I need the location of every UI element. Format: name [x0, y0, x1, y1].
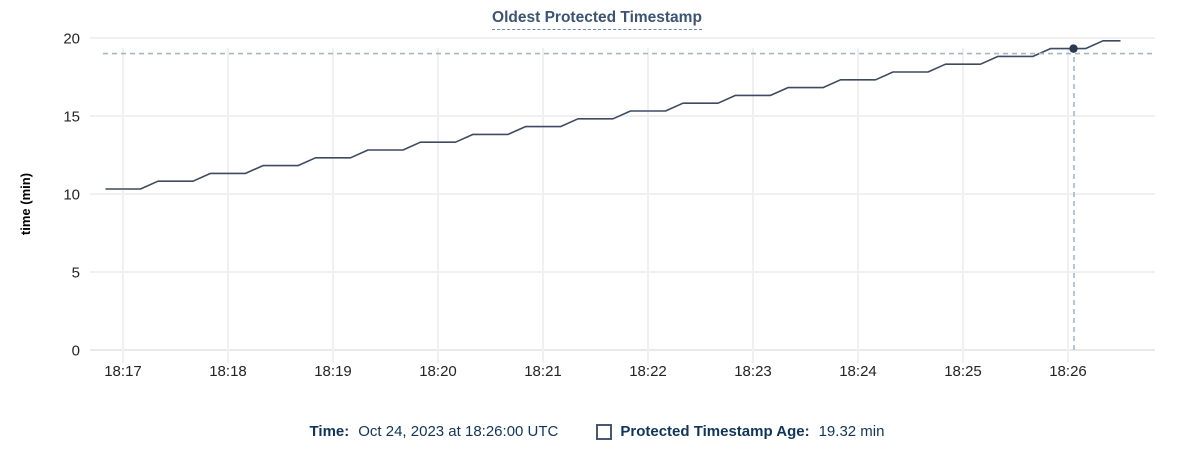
series-legend-swatch-icon[interactable] [596, 423, 613, 440]
chart-title-row: Oldest Protected Timestamp [0, 9, 1194, 30]
hover-point-dot [1069, 44, 1078, 53]
chart-legend: Time: Oct 24, 2023 at 18:26:00 UTC Prote… [0, 421, 1194, 442]
x-tick-label: 18:20 [419, 363, 457, 380]
chart-title[interactable]: Oldest Protected Timestamp [492, 9, 702, 30]
x-tick-label: 18:18 [209, 363, 247, 380]
x-tick-label: 18:21 [524, 363, 562, 380]
x-tick-label: 18:23 [734, 363, 772, 380]
x-tick-label: 18:25 [944, 363, 982, 380]
x-tick-label: 18:24 [839, 363, 877, 380]
x-tick-label: 18:26 [1049, 363, 1087, 380]
legend-time-label: Time: [309, 423, 350, 440]
legend-series-value: 19.32 min [818, 423, 885, 440]
vertical-gridlines [122, 48, 1069, 363]
x-axis-tick-labels: 18:17 18:18 18:19 18:20 18:21 18:22 18:23 18:24… [104, 363, 1087, 380]
x-tick-label: 18:19 [314, 363, 352, 380]
y-tick-label: 15 [63, 109, 80, 126]
legend-time-value: Oct 24, 2023 at 18:26:00 UTC [358, 423, 559, 440]
x-tick-label: 18:17 [104, 363, 142, 380]
legend-series-label[interactable]: Protected Timestamp Age: [620, 423, 810, 440]
y-tick-label: 20 [63, 31, 80, 48]
y-axis-title: time (min) [18, 173, 33, 235]
y-axis-tick-labels: 0 5 10 15 20 [63, 31, 80, 360]
y-tick-label: 0 [72, 343, 80, 360]
y-tick-label: 5 [72, 265, 80, 282]
series-line [105, 39, 1121, 190]
y-tick-label: 10 [63, 187, 80, 204]
horizontal-gridlines [90, 37, 1155, 351]
x-tick-label: 18:22 [629, 363, 667, 380]
